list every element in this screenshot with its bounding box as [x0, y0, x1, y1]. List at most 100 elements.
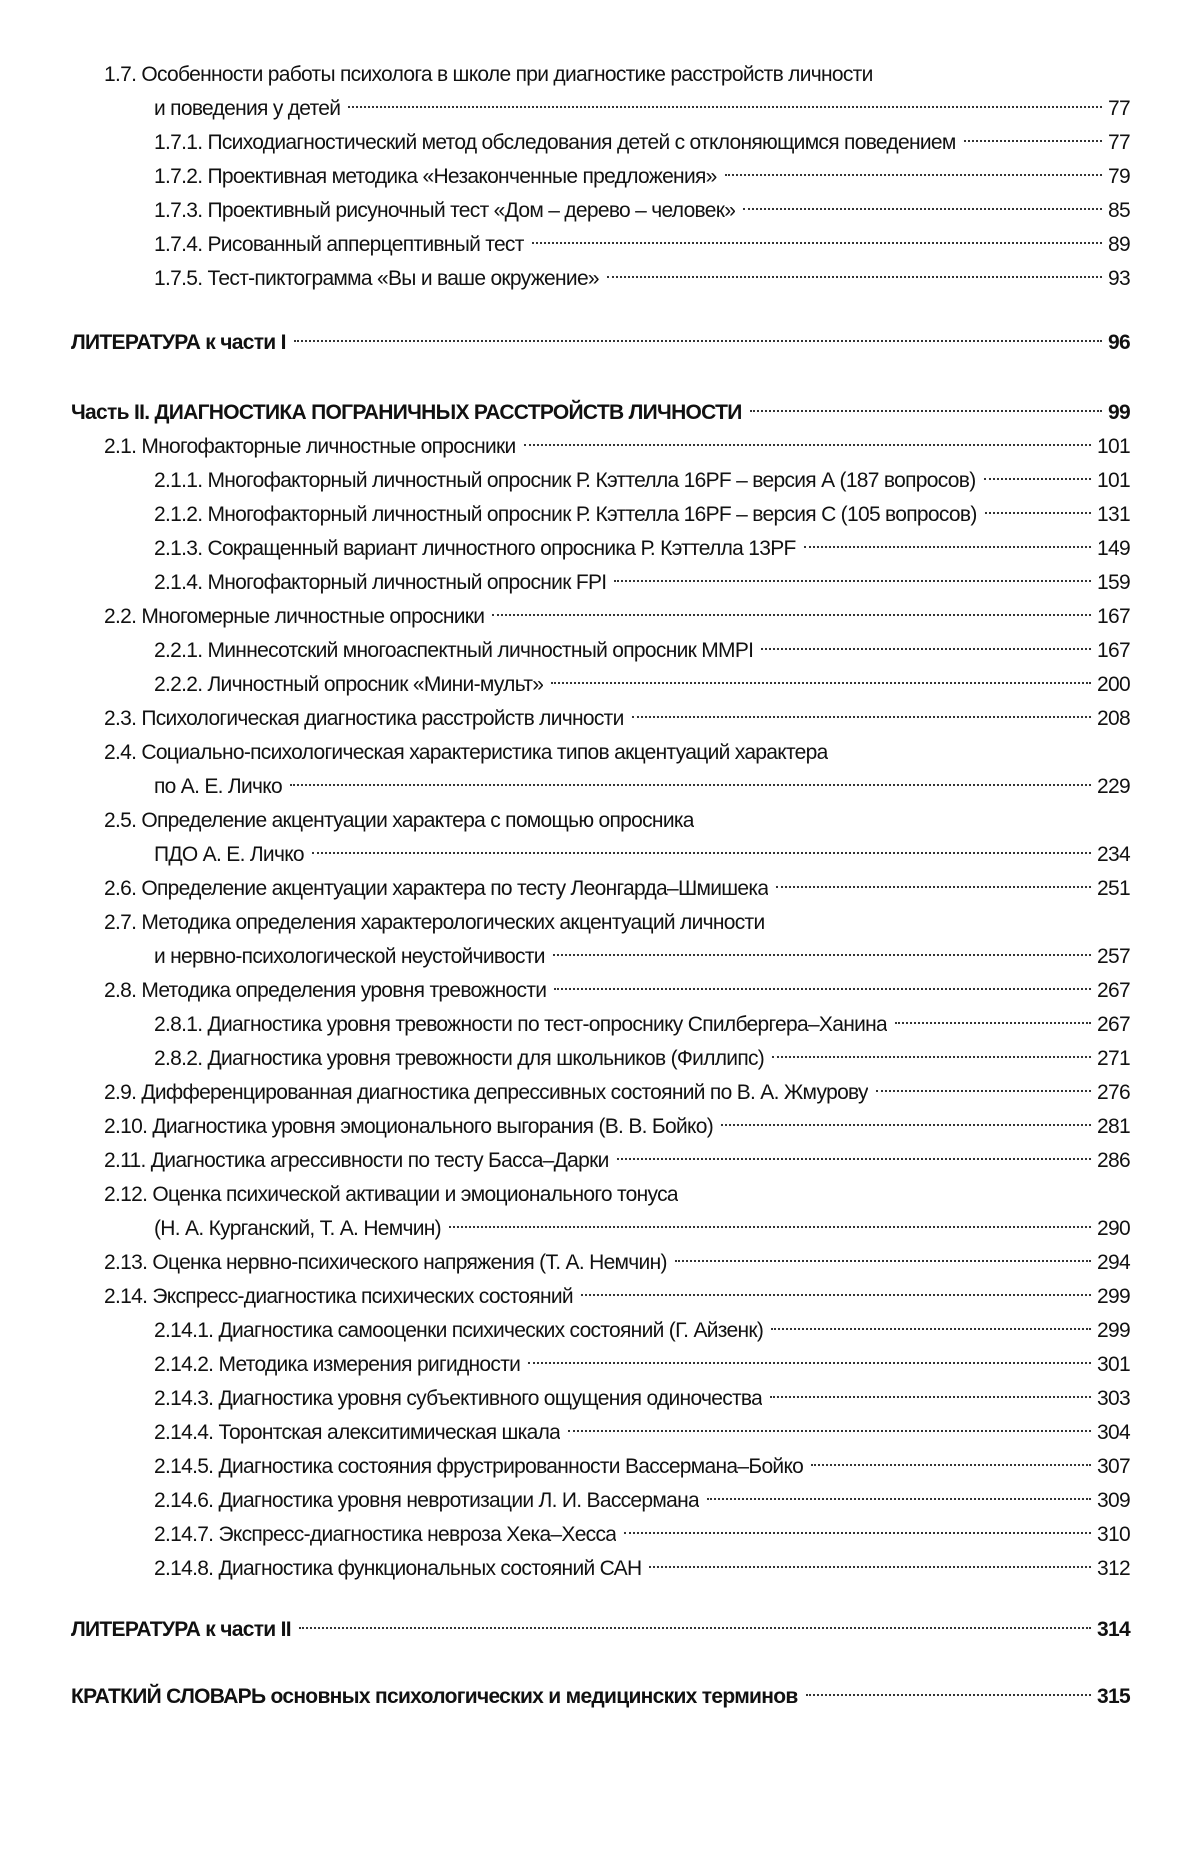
dot-leader: [617, 1158, 1091, 1160]
toc-entry: и поведения у детей77: [0, 92, 1200, 126]
dot-leader: [492, 614, 1091, 616]
toc-entry-title-continued: и нервно-психологической неустойчивости: [154, 940, 545, 974]
dot-leader: [649, 1566, 1091, 1568]
toc-entry: 2.14.3. Диагностика уровня субъективного…: [0, 1382, 1200, 1416]
toc-entry-title: 2.1.2. Многофакторный личностный опросни…: [154, 498, 977, 532]
toc-entry-page: 304: [1097, 1416, 1130, 1450]
dot-leader: [771, 1328, 1091, 1330]
toc-entry-page: 267: [1097, 974, 1130, 1008]
dot-leader: [876, 1090, 1091, 1092]
toc-entry-title: 2.1. Многофакторные личностные опросники: [104, 430, 516, 464]
dot-leader: [624, 1532, 1091, 1534]
dot-leader: [770, 1396, 1091, 1398]
toc-entry: 1.7.2. Проективная методика «Незаконченн…: [0, 160, 1200, 194]
toc-entry: 1.7.4. Рисованный апперцептивный тест 89: [0, 228, 1200, 262]
toc-entry-title: 2.8. Методика определения уровня тревожн…: [104, 974, 546, 1008]
toc-entry-page: 290: [1097, 1212, 1130, 1246]
toc-entry-page: 149: [1097, 532, 1130, 566]
toc-entry: КРАТКИЙ СЛОВАРЬ основных психологических…: [0, 1680, 1200, 1714]
toc-entry: 2.1.3. Сокращенный вариант личностного о…: [0, 532, 1200, 566]
dot-leader: [761, 648, 1091, 650]
toc-entry: 2.1.1. Многофакторный личностный опросни…: [0, 464, 1200, 498]
toc-entry-title: 2.10. Диагностика уровня эмоционального …: [104, 1110, 713, 1144]
toc-entry-page: 77: [1108, 126, 1130, 160]
toc-entry-title: 1.7. Особенности работы психолога в школ…: [104, 58, 873, 92]
toc-entry-page: 257: [1097, 940, 1130, 974]
toc-entry-title: 2.14.2. Методика измерения ригидности: [154, 1348, 520, 1382]
toc-entry-title-continued: по А. Е. Личко: [154, 770, 282, 804]
toc-entry: 2.14.6. Диагностика уровня невротизации …: [0, 1484, 1200, 1518]
toc-entry-page: 299: [1097, 1314, 1130, 1348]
toc-entry-title: 1.7.3. Проективный рисуночный тест «Дом …: [154, 194, 735, 228]
toc-entry: 2.1.4. Многофакторный личностный опросни…: [0, 566, 1200, 600]
toc-entry-page: 131: [1097, 498, 1130, 532]
toc-entry-page: 303: [1097, 1382, 1130, 1416]
dot-leader: [607, 276, 1102, 278]
toc-entry-page: 314: [1097, 1613, 1130, 1647]
dot-leader: [772, 1056, 1091, 1058]
toc-entry-title: Часть II. ДИАГНОСТИКА ПОГРАНИЧНЫХ РАССТР…: [71, 396, 742, 430]
dot-leader: [290, 784, 1091, 786]
dot-leader: [524, 444, 1092, 446]
toc-entry-page: 167: [1097, 634, 1130, 668]
toc-entry: 1.7.5. Тест-пиктограмма «Вы и ваше окруж…: [0, 262, 1200, 296]
toc-entry-title: 1.7.4. Рисованный апперцептивный тест: [154, 228, 524, 262]
toc-entry: 2.2.1. Миннесотский многоаспектный лично…: [0, 634, 1200, 668]
toc-entry: 2.8. Методика определения уровня тревожн…: [0, 974, 1200, 1008]
toc-entry-title-line: 2.7. Методика определения характерологич…: [0, 906, 1200, 940]
toc-entry: (Н. А. Курганский, Т. А. Немчин) 290: [0, 1212, 1200, 1246]
toc-group-1-7: 1.7. Особенности работы психолога в школ…: [0, 58, 1200, 296]
toc-entry: 1.7.3. Проективный рисуночный тест «Дом …: [0, 194, 1200, 228]
dot-leader: [348, 106, 1102, 108]
toc-entry-title: 2.2.1. Миннесотский многоаспектный лично…: [154, 634, 753, 668]
toc-entry-title-line: 2.12. Оценка психической активации и эмо…: [0, 1178, 1200, 1212]
toc-entry-page: 208: [1097, 702, 1130, 736]
toc-entry-page: 271: [1097, 1042, 1130, 1076]
toc-entry-title: 2.13. Оценка нервно-психического напряже…: [104, 1246, 667, 1280]
toc-entry: 2.14.4. Торонтская алекситимическая шкал…: [0, 1416, 1200, 1450]
toc-entry-title: ЛИТЕРАТУРА к части I: [71, 326, 286, 360]
dot-leader: [725, 174, 1102, 176]
toc-entry-title: 1.7.2. Проективная методика «Незаконченн…: [154, 160, 717, 194]
toc-entry-page: 99: [1108, 396, 1130, 430]
toc-entry: 2.14.1. Диагностика самооценки психическ…: [0, 1314, 1200, 1348]
dot-leader: [299, 1627, 1091, 1629]
dot-leader: [743, 208, 1102, 210]
toc-entry: ЛИТЕРАТУРА к части I96: [0, 326, 1200, 360]
toc-entry-title: ЛИТЕРАТУРА к части II: [71, 1613, 291, 1647]
dot-leader: [294, 340, 1102, 342]
toc-entry-page: 89: [1108, 228, 1130, 262]
toc-entry-title: 2.6. Определение акцентуации характера п…: [104, 872, 768, 906]
toc-entry-page: 101: [1097, 430, 1130, 464]
toc-part-2: Часть II. ДИАГНОСТИКА ПОГРАНИЧНЫХ РАССТР…: [0, 396, 1200, 1586]
dot-leader: [707, 1498, 1091, 1500]
toc-entry: Часть II. ДИАГНОСТИКА ПОГРАНИЧНЫХ РАССТР…: [0, 396, 1200, 430]
toc-entry: 2.14.7. Экспресс-диагностика невроза Хек…: [0, 1518, 1200, 1552]
toc-entry-title: 2.8.1. Диагностика уровня тревожности по…: [154, 1008, 887, 1042]
toc-entry-page: 167: [1097, 600, 1130, 634]
dot-leader: [614, 580, 1091, 582]
toc-literature-part-2: ЛИТЕРАТУРА к части II 314: [0, 1613, 1200, 1647]
dot-leader: [528, 1362, 1091, 1364]
toc-entry: 2.6. Определение акцентуации характера п…: [0, 872, 1200, 906]
dot-leader: [675, 1260, 1091, 1262]
toc-entry: 2.9. Дифференцированная диагностика депр…: [0, 1076, 1200, 1110]
toc-entry-title: 2.14.3. Диагностика уровня субъективного…: [154, 1382, 762, 1416]
dot-leader: [750, 410, 1102, 412]
dot-leader: [632, 716, 1091, 718]
toc-entry-page: 281: [1097, 1110, 1130, 1144]
toc-entry-page: 79: [1108, 160, 1130, 194]
toc-entry-page: 234: [1097, 838, 1130, 872]
toc-entry-page: 310: [1097, 1518, 1130, 1552]
dot-leader: [804, 546, 1091, 548]
toc-entry-title-line: 2.4. Социально-психологическая характери…: [0, 736, 1200, 770]
toc-entry: 2.8.2. Диагностика уровня тревожности дл…: [0, 1042, 1200, 1076]
toc-entry-title: 2.14.5. Диагностика состояния фрустриров…: [154, 1450, 803, 1484]
toc-entry-page: 251: [1097, 872, 1130, 906]
toc-entry-title: 2.14.8. Диагностика функциональных состо…: [154, 1552, 641, 1586]
toc-entry: 2.13. Оценка нервно-психического напряже…: [0, 1246, 1200, 1280]
toc-entry: 1.7.1. Психодиагностический метод обслед…: [0, 126, 1200, 160]
toc-entry-title-continued: (Н. А. Курганский, Т. А. Немчин): [154, 1212, 441, 1246]
toc-entry: 2.8.1. Диагностика уровня тревожности по…: [0, 1008, 1200, 1042]
toc-entry: ПДО А. Е. Личко234: [0, 838, 1200, 872]
